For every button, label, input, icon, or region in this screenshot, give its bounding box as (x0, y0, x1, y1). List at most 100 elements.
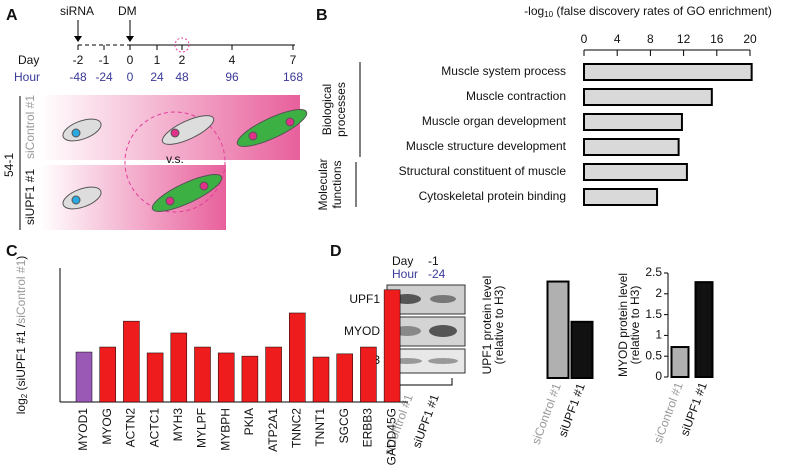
bar (75, 351, 93, 403)
axis-title-part: 10 (544, 10, 553, 19)
panel-label: C (6, 243, 18, 260)
group-label: Biological (320, 84, 334, 135)
day-label: 4 (229, 53, 236, 67)
cells (62, 109, 308, 212)
x-tick-label: ERBB3 (361, 408, 375, 448)
bar (583, 188, 659, 206)
bar (583, 163, 688, 181)
y-tick-label: 1.5 (645, 307, 662, 321)
bar (194, 346, 211, 403)
highlight (124, 111, 226, 213)
group-label: processes (334, 82, 348, 137)
hour-label: -24 (95, 70, 113, 84)
x-tick-label: 8 (647, 32, 654, 46)
label: UPF1 (349, 292, 380, 306)
bar (146, 352, 164, 403)
group-label: Molecular (316, 158, 330, 210)
axis-title: (relative to H3) (492, 286, 506, 365)
axis-title-part: (siUPF1 #1 / (14, 323, 28, 394)
axis-title: MYOD protein level (616, 273, 630, 377)
bar (583, 138, 680, 156)
x-tick-label: MYLPF (195, 408, 209, 448)
label: siRNA (60, 4, 94, 18)
axis-title: log2 (siUPF1 #1 /siControl #1) (14, 256, 29, 415)
axis-title-part: -log (524, 4, 544, 18)
day-label: 0 (127, 53, 134, 67)
bar (265, 346, 282, 403)
x-tick-label: 16 (710, 32, 724, 46)
x-tick-label: 0 (581, 32, 588, 46)
timeline-panel: siRNA DM Day Hour v.s. 54-1 siControl #1… (2, 4, 308, 230)
arrow (74, 36, 82, 42)
x-tick-label: MYOG (100, 408, 114, 445)
bar (312, 356, 330, 403)
y-tick-label: 1 (655, 328, 662, 342)
x-tick-label: 12 (677, 32, 691, 46)
bar (583, 63, 753, 81)
bar (583, 88, 713, 106)
bar (546, 280, 570, 380)
label: siControl #1 (23, 95, 37, 159)
panel-label: D (330, 243, 342, 260)
x-tick-label: ATP2A1 (266, 408, 280, 452)
label: -1 (428, 254, 439, 268)
panel-label: B (316, 7, 328, 24)
bar (241, 355, 259, 403)
bar (670, 346, 690, 379)
label: DM (118, 4, 137, 18)
bracket (397, 378, 453, 386)
category-label: Cytoskeletal protein binding (419, 189, 566, 203)
axis-title: -log10 (false discovery rates of GO enri… (524, 4, 772, 19)
group-label: functions (330, 160, 344, 208)
axis-title-part: log (14, 398, 28, 414)
day-label: 2 (179, 53, 186, 67)
x-tick-label: MYBPH (218, 408, 232, 451)
x-tick-label: ACTC1 (147, 408, 161, 448)
y-tick-label: 2.5 (645, 265, 662, 279)
axis-title-part: 2 (20, 393, 29, 398)
highlight (174, 37, 190, 53)
arrow (126, 36, 134, 42)
bar (336, 353, 353, 403)
hour-label: -48 (69, 70, 87, 84)
x-tick-label: SGCG (337, 408, 351, 443)
axis-title: (relative to H3) (628, 286, 642, 365)
bar (289, 312, 306, 403)
x-tick-label: MYH3 (171, 408, 185, 442)
y-tick-label: 0 (655, 369, 662, 383)
category-label: Muscle system process (441, 64, 566, 78)
bar (583, 113, 683, 131)
label: Hour (14, 70, 40, 84)
category-label: Muscle organ development (422, 114, 567, 128)
x-tick-label: TNNC2 (289, 408, 303, 448)
y-tick-label: 2 (655, 286, 662, 300)
category-label: Structural constituent of muscle (399, 164, 567, 178)
x-tick-label: siControl #1 (651, 380, 686, 445)
band (430, 295, 456, 303)
band (429, 325, 457, 337)
hour-label: 48 (175, 70, 189, 84)
panel-label: A (6, 7, 18, 24)
band (428, 358, 458, 364)
hour-label: 96 (225, 70, 239, 84)
axis-title-part: ) (14, 256, 28, 260)
bar (694, 281, 714, 379)
x-tick-label: MYOD1 (76, 408, 90, 451)
day-label: -1 (99, 53, 110, 67)
bar (99, 346, 116, 403)
day-label: 1 (154, 53, 161, 67)
hour-label: 24 (150, 70, 164, 84)
label: Day (392, 254, 413, 268)
x-tick-label: 4 (614, 32, 621, 46)
x-tick-label: PKIA (242, 408, 256, 435)
label: v.s. (166, 152, 184, 166)
x-tick-label: TNNT1 (313, 408, 327, 447)
category-label: Muscle contraction (466, 89, 566, 103)
label: 54-1 (2, 153, 16, 177)
day-label: -2 (73, 53, 84, 67)
bar (217, 352, 235, 403)
label: Day (18, 53, 39, 67)
axis-title-part: siControl #1 (14, 259, 28, 323)
hour-label: 0 (127, 70, 134, 84)
